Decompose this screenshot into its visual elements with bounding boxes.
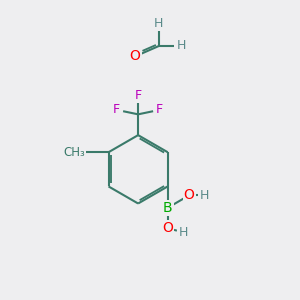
Text: O: O [130, 50, 141, 63]
Text: F: F [156, 103, 163, 116]
Text: H: H [200, 189, 209, 202]
Text: O: O [162, 221, 173, 235]
Text: F: F [134, 89, 142, 102]
Text: H: H [178, 226, 188, 239]
Text: O: O [184, 188, 194, 202]
Text: B: B [163, 201, 172, 215]
Text: H: H [154, 17, 164, 30]
Text: H: H [176, 40, 186, 52]
Text: CH₃: CH₃ [63, 146, 85, 159]
Text: F: F [113, 103, 120, 116]
